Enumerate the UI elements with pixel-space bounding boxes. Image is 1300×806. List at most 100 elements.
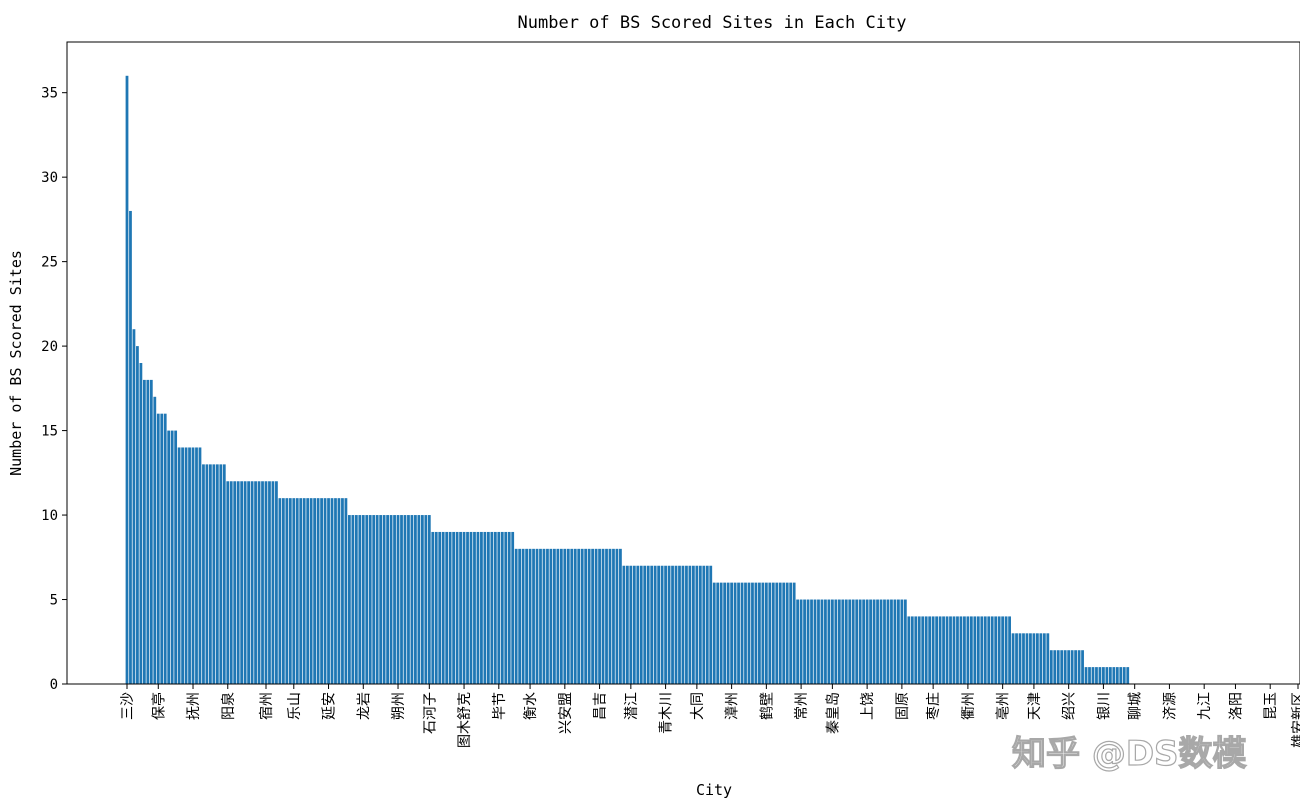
bar bbox=[431, 531, 435, 684]
bar bbox=[233, 481, 237, 684]
bar bbox=[521, 548, 525, 684]
bar bbox=[730, 582, 733, 684]
bar bbox=[341, 498, 344, 684]
bar bbox=[490, 531, 494, 684]
bar bbox=[664, 565, 667, 684]
bar bbox=[372, 515, 376, 684]
bar bbox=[375, 515, 379, 684]
bar bbox=[973, 616, 977, 684]
bar bbox=[132, 329, 136, 684]
bar bbox=[646, 565, 650, 684]
bar bbox=[775, 582, 779, 684]
bar bbox=[546, 548, 549, 684]
x-tick-label: 固原 bbox=[895, 692, 911, 720]
bar bbox=[976, 616, 980, 684]
bar bbox=[181, 447, 184, 684]
bar bbox=[702, 565, 706, 684]
bar bbox=[202, 464, 205, 684]
bar bbox=[330, 498, 334, 684]
bar bbox=[862, 599, 866, 684]
bar bbox=[1119, 667, 1123, 684]
bar bbox=[163, 413, 167, 684]
bar bbox=[462, 531, 466, 684]
bar bbox=[1122, 667, 1126, 684]
bar bbox=[917, 616, 921, 684]
bar bbox=[299, 498, 303, 684]
bar bbox=[855, 599, 859, 684]
x-tick-label: 聊城 bbox=[1128, 692, 1144, 720]
bar bbox=[1070, 650, 1074, 684]
bar bbox=[754, 582, 758, 684]
x-tick-label: 阳泉 bbox=[220, 692, 237, 720]
bar bbox=[268, 481, 271, 684]
bar bbox=[1018, 633, 1022, 684]
bar bbox=[316, 498, 320, 684]
bar bbox=[865, 599, 869, 684]
bar bbox=[469, 531, 473, 684]
bar bbox=[712, 582, 716, 684]
x-tick-label: 亳州 bbox=[995, 692, 1012, 720]
bar bbox=[275, 481, 278, 684]
bar bbox=[1063, 650, 1067, 684]
bar bbox=[740, 582, 744, 684]
bar bbox=[643, 565, 647, 684]
bar bbox=[834, 599, 838, 684]
bar bbox=[1095, 667, 1098, 684]
x-tick-label: 龙岩 bbox=[356, 692, 372, 720]
y-tick-label: 25 bbox=[41, 255, 58, 271]
bar bbox=[535, 548, 539, 684]
bar bbox=[379, 515, 383, 684]
bar bbox=[963, 616, 966, 684]
bar bbox=[1032, 633, 1036, 684]
bar bbox=[990, 616, 994, 684]
bar bbox=[559, 548, 563, 684]
bars-group bbox=[125, 75, 1130, 685]
bar bbox=[1022, 633, 1025, 684]
bar bbox=[705, 565, 709, 684]
bar bbox=[879, 599, 883, 684]
bar bbox=[156, 413, 160, 684]
bar bbox=[177, 447, 181, 684]
bar bbox=[994, 616, 998, 684]
bar bbox=[956, 616, 959, 684]
bar bbox=[830, 599, 834, 684]
bar bbox=[1098, 667, 1102, 684]
bar bbox=[170, 430, 174, 684]
bar bbox=[229, 481, 233, 684]
bar bbox=[142, 379, 146, 684]
bar bbox=[660, 565, 664, 684]
x-tick-label: 乐山 bbox=[287, 692, 303, 720]
bar bbox=[869, 599, 872, 684]
bar bbox=[719, 582, 723, 684]
x-tick-label: 宿州 bbox=[258, 692, 275, 720]
bar bbox=[594, 548, 598, 684]
bar bbox=[212, 464, 216, 684]
bar bbox=[466, 531, 469, 684]
bar bbox=[434, 531, 438, 684]
bar bbox=[146, 379, 150, 684]
bar bbox=[619, 548, 622, 684]
bar bbox=[890, 599, 893, 684]
x-tick-label: 上饶 bbox=[860, 692, 876, 720]
bar bbox=[580, 548, 584, 684]
bar bbox=[983, 616, 987, 684]
bar bbox=[219, 464, 223, 684]
bar bbox=[723, 582, 727, 684]
chart-title: Number of BS Scored Sites in Each City bbox=[518, 13, 907, 33]
bar bbox=[959, 616, 963, 684]
bar bbox=[566, 548, 570, 684]
bar bbox=[997, 616, 1001, 684]
y-tick-label: 10 bbox=[41, 508, 58, 524]
bar bbox=[789, 582, 793, 684]
bar bbox=[872, 599, 876, 684]
bar bbox=[980, 616, 984, 684]
bar bbox=[448, 531, 452, 684]
bar bbox=[938, 616, 942, 684]
bar bbox=[215, 464, 219, 684]
bar bbox=[389, 515, 393, 684]
y-axis: 0 5 10 15 20 25 30 35 bbox=[41, 86, 67, 693]
bar bbox=[553, 548, 556, 684]
bar bbox=[969, 616, 973, 684]
bar bbox=[455, 531, 459, 684]
x-tick-label: 衡水 bbox=[523, 692, 539, 720]
